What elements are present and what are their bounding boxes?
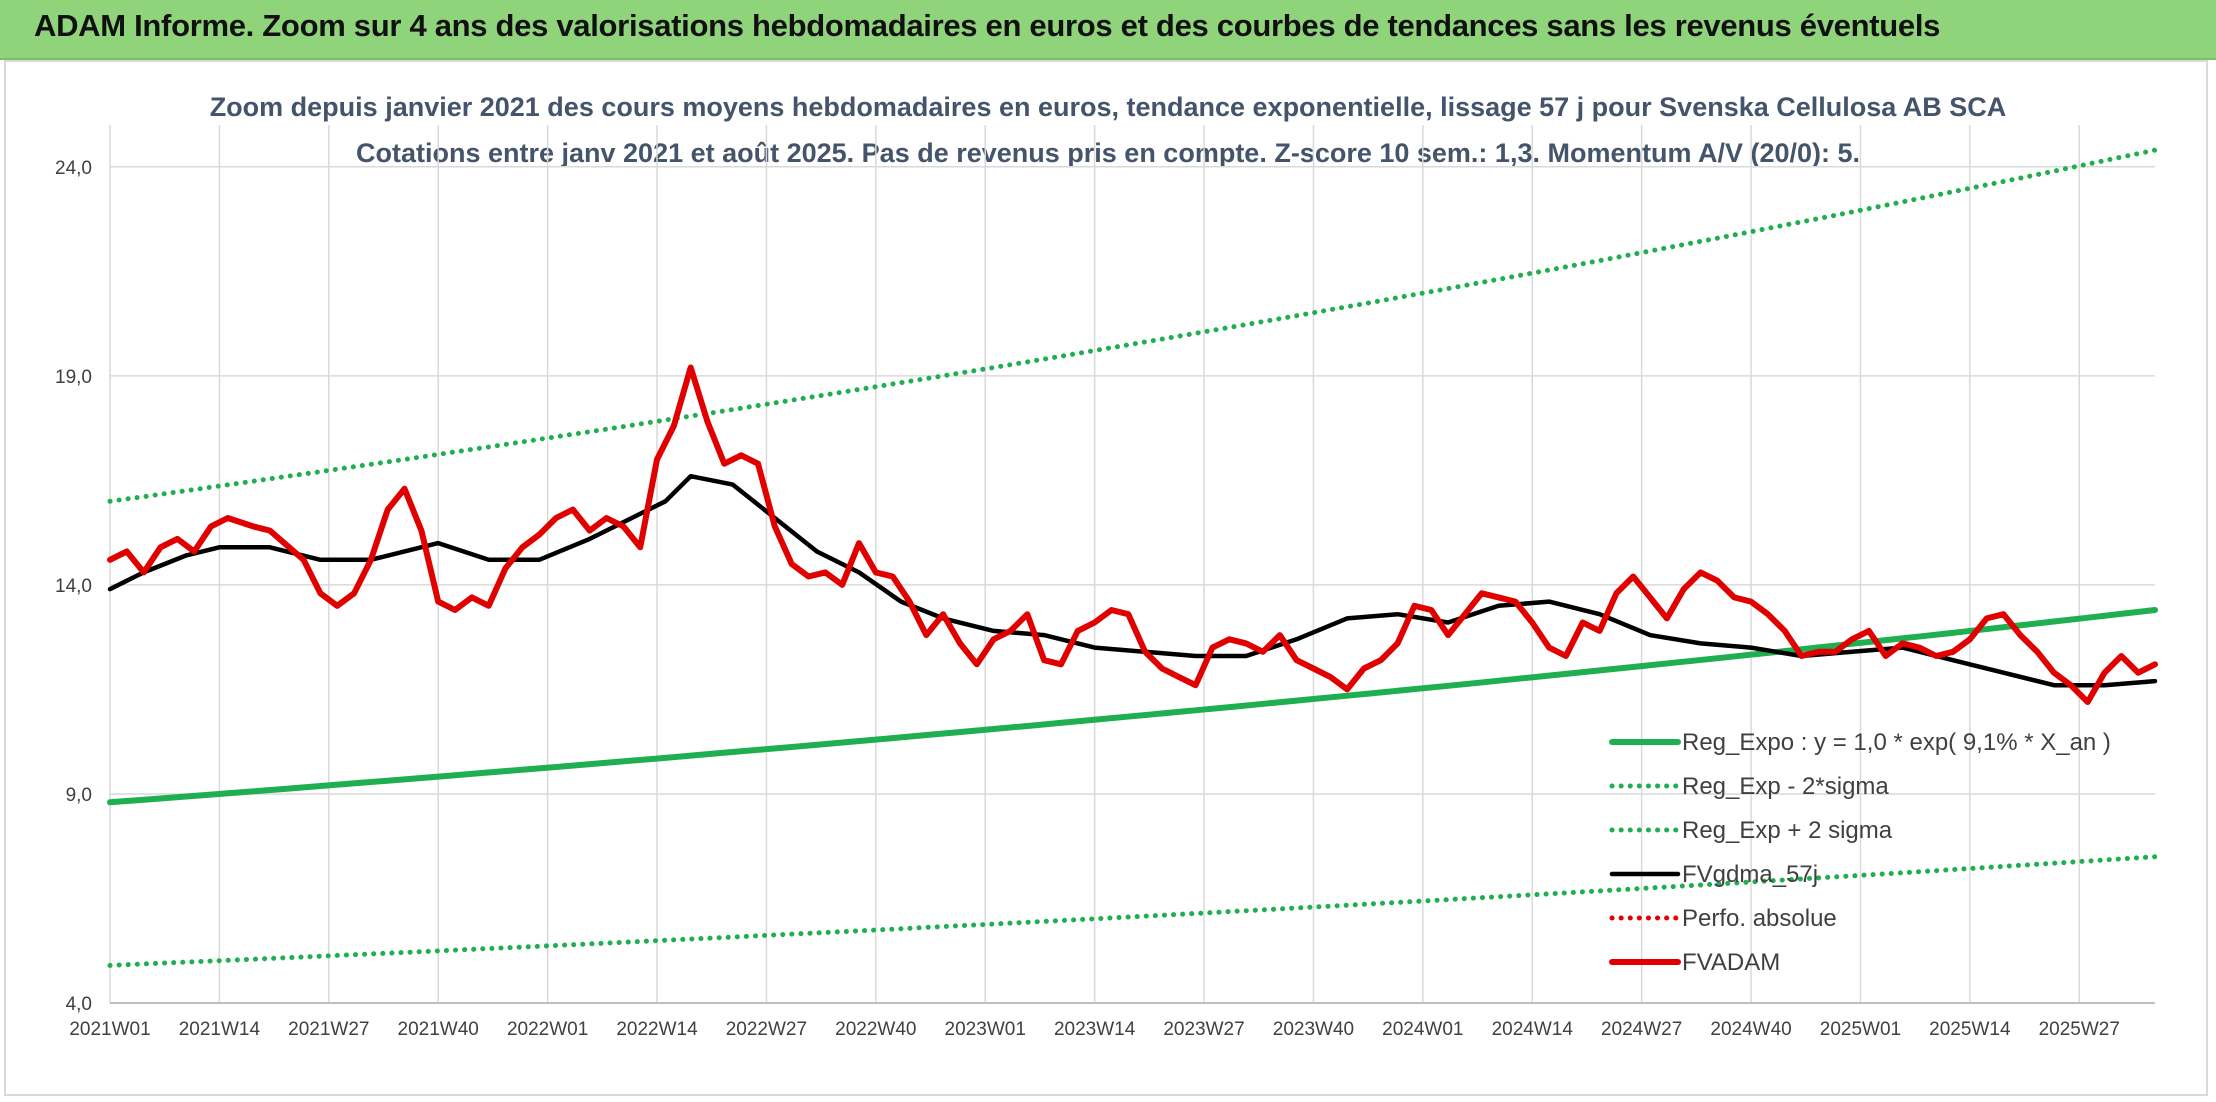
y-tick-label: 4,0 bbox=[66, 994, 92, 1015]
x-tick-label: 2023W01 bbox=[945, 1019, 1026, 1040]
y-tick-label: 19,0 bbox=[55, 367, 92, 388]
reg-exp-plus-2sigma-line bbox=[107, 147, 2158, 504]
x-tick-label: 2024W01 bbox=[1382, 1019, 1463, 1040]
grid bbox=[109, 125, 2155, 1004]
x-tick-label: 2022W40 bbox=[835, 1019, 916, 1040]
x-tick-label: 2024W14 bbox=[1492, 1019, 1574, 1040]
chart-frame bbox=[4, 60, 2208, 1096]
legend-label: FVADAM bbox=[1682, 949, 1780, 976]
x-tick-label: 2024W40 bbox=[1710, 1019, 1791, 1040]
x-tick-label: 2025W14 bbox=[1929, 1019, 2011, 1040]
chart-subtitle: Cotations entre janv 2021 et août 2025. … bbox=[356, 138, 1860, 168]
x-tick-label: 2023W40 bbox=[1273, 1019, 1354, 1040]
y-tick-label: 24,0 bbox=[55, 158, 92, 179]
legend-label: Reg_Expo : y = 1,0 * exp( 9,1% * X_an ) bbox=[1682, 729, 2111, 756]
y-tick-label: 9,0 bbox=[66, 785, 92, 806]
x-tick-label: 2021W27 bbox=[288, 1019, 369, 1040]
fvadam-line bbox=[107, 364, 2158, 705]
x-tick-label: 2025W01 bbox=[1820, 1019, 1901, 1040]
x-tick-label: 2021W01 bbox=[69, 1019, 150, 1040]
reg-expo-line bbox=[107, 607, 2158, 806]
x-tick-label: 2023W14 bbox=[1054, 1019, 1136, 1040]
x-tick-label: 2025W27 bbox=[2039, 1019, 2120, 1040]
x-tick-label: 2021W14 bbox=[179, 1019, 261, 1040]
x-tick-label: 2022W14 bbox=[616, 1019, 698, 1040]
fvgdma-57j-line bbox=[107, 473, 2158, 688]
legend-label: Reg_Exp - 2*sigma bbox=[1682, 773, 1889, 800]
legend: Reg_Expo : y = 1,0 * exp( 9,1% * X_an ) R… bbox=[1609, 729, 2111, 976]
x-tick-label: 2024W27 bbox=[1601, 1019, 1682, 1040]
chart-title: Zoom depuis janvier 2021 des cours moyen… bbox=[210, 92, 2007, 122]
legend-label: FVgdma_57j bbox=[1682, 861, 1818, 888]
series-layer bbox=[107, 147, 2158, 968]
axis-labels: 4,0 9,0 14,0 19,0 24,0 2021W01 2021W14 2021W27 2… bbox=[55, 158, 2120, 1040]
report-banner: ADAM Informe. Zoom sur 4 ans des valoris… bbox=[0, 0, 2216, 60]
x-tick-label: 2023W27 bbox=[1163, 1019, 1244, 1040]
y-tick-label: 14,0 bbox=[55, 576, 92, 597]
legend-label: Reg_Exp + 2 sigma bbox=[1682, 817, 1893, 844]
x-tick-label: 2022W01 bbox=[507, 1019, 588, 1040]
legend-label: Perfo. absolue bbox=[1682, 905, 1837, 932]
reg-exp-minus-2sigma-line bbox=[107, 854, 2158, 968]
banner-title: ADAM Informe. Zoom sur 4 ans des valoris… bbox=[34, 8, 1941, 43]
x-tick-label: 2022W27 bbox=[726, 1019, 807, 1040]
x-tick-label: 2021W40 bbox=[398, 1019, 479, 1040]
